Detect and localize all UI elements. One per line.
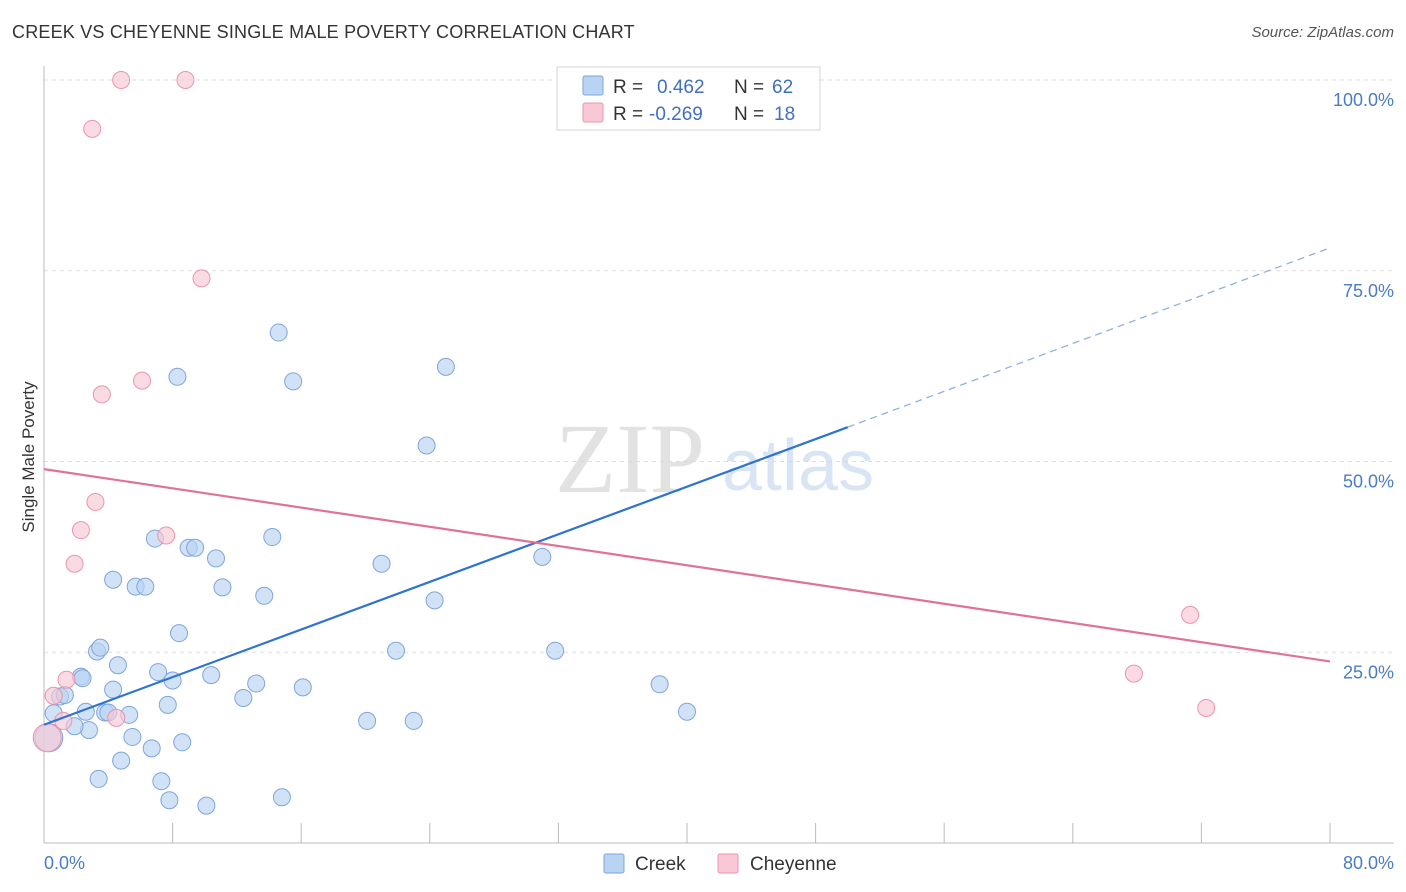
creek-point-35 [202, 666, 221, 685]
cheyenne-point-1 [44, 686, 63, 705]
creek-point-14 [104, 680, 123, 699]
creek-point-47 [372, 554, 391, 573]
creek-point-29 [168, 367, 187, 386]
creek-point-50 [417, 436, 436, 455]
creek-point-56 [678, 702, 696, 721]
cheyenne-point-8 [92, 385, 111, 404]
cheyenne-point-12 [157, 526, 176, 545]
legend-cheyenne-swatch [717, 853, 739, 874]
creek-point-18 [123, 727, 142, 746]
watermark-atlas: atlas [722, 426, 874, 506]
chart-title: CREEK VS CHEYENNE SINGLE MALE POVERTY CO… [12, 22, 635, 42]
cheyenne-point-15 [1124, 664, 1143, 683]
cheyenne-point-4 [65, 554, 84, 573]
cheyenne-point-9 [107, 708, 126, 727]
y-tick-label-25: 25.0% [1343, 662, 1394, 682]
cheyenne-point-3 [57, 670, 76, 689]
watermark-zip: ZIP [555, 403, 705, 514]
creek-point-11 [89, 769, 108, 788]
cheyenne-point-6 [83, 119, 102, 138]
creek-n-label: N = [734, 77, 764, 98]
cheyenne-n-label: N = [734, 104, 764, 125]
creek-point-42 [272, 788, 291, 807]
creek-point-43 [269, 323, 288, 342]
stats-legend: R = 0.462 N = 62 R = -0.269 N = 18 [556, 66, 821, 131]
creek-point-41 [263, 528, 282, 547]
cheyenne-point-5 [71, 521, 90, 540]
y-tick-label-100: 100.0% [1333, 90, 1394, 110]
y-tick-label-50: 50.0% [1343, 472, 1394, 492]
trend-layer [43, 247, 1331, 726]
creek-n-value: 62 [772, 77, 793, 98]
creek-point-40 [255, 586, 274, 605]
creek-point-31 [173, 733, 192, 752]
chart-source: Source: ZipAtlas.com [1251, 24, 1394, 41]
creek-point-38 [234, 689, 253, 708]
points-layer [32, 71, 1216, 815]
cheyenne-swatch [582, 102, 604, 123]
cheyenne-point-17 [1197, 698, 1216, 717]
creek-point-24 [149, 663, 168, 682]
creek-point-45 [293, 678, 312, 697]
creek-trend-line [43, 426, 849, 726]
cheyenne-point-11 [133, 371, 152, 390]
creek-point-53 [533, 547, 552, 566]
creek-point-33 [186, 538, 205, 557]
creek-point-27 [160, 791, 179, 810]
cheyenne-trend-line [43, 468, 1331, 663]
legend-creek-swatch [603, 853, 625, 874]
creek-r-value: 0.462 [657, 77, 705, 98]
cheyenne-point-10 [112, 71, 131, 89]
cheyenne-point-13 [176, 71, 195, 89]
creek-point-55 [650, 675, 669, 694]
creek-point-30 [170, 624, 189, 643]
x-tick-label-right: 80.0% [1343, 853, 1394, 873]
creek-point-16 [112, 751, 131, 770]
creek-point-19 [104, 570, 123, 589]
creek-point-49 [404, 711, 423, 730]
creek-r-label: R = [613, 77, 643, 98]
creek-point-54 [546, 641, 565, 660]
creek-point-34 [197, 796, 216, 815]
y-tick-labels: 25.0% 50.0% 75.0% 100.0% [1333, 90, 1394, 682]
creek-point-39 [247, 674, 266, 693]
cheyenne-point-0 [32, 723, 62, 753]
cheyenne-point-16 [1181, 605, 1200, 624]
creek-point-37 [213, 578, 232, 597]
axes-layer [43, 66, 1394, 844]
creek-point-5 [73, 669, 92, 688]
creek-point-25 [152, 772, 171, 791]
y-tick-label-75: 75.0% [1343, 281, 1394, 301]
creek-point-10 [91, 638, 110, 657]
creek-point-51 [425, 591, 444, 610]
creek-point-26 [158, 695, 177, 714]
cheyenne-r-value: -0.269 [649, 104, 703, 125]
cheyenne-n-value: 18 [774, 104, 795, 125]
creek-point-15 [108, 656, 127, 675]
cheyenne-r-label: R = [613, 104, 643, 125]
watermark: ZIP atlas [555, 403, 874, 514]
legend-cheyenne-label: Cheyenne [750, 854, 837, 875]
creek-trend-extension [847, 247, 1331, 428]
creek-point-44 [284, 372, 303, 391]
creek-point-48 [387, 641, 406, 660]
creek-point-46 [358, 711, 377, 730]
x-tick-label-left: 0.0% [44, 853, 85, 873]
creek-swatch [582, 75, 604, 96]
y-axis-label: Single Male Poverty [19, 381, 38, 533]
series-legend: Creek Cheyenne [603, 853, 837, 875]
grid-layer [44, 79, 1394, 653]
cheyenne-point-14 [192, 269, 211, 288]
creek-point-21 [136, 577, 155, 596]
cheyenne-point-7 [86, 492, 105, 511]
creek-point-36 [207, 549, 226, 568]
legend-creek-label: Creek [635, 854, 686, 875]
creek-point-22 [142, 739, 161, 758]
creek-point-52 [436, 357, 455, 376]
